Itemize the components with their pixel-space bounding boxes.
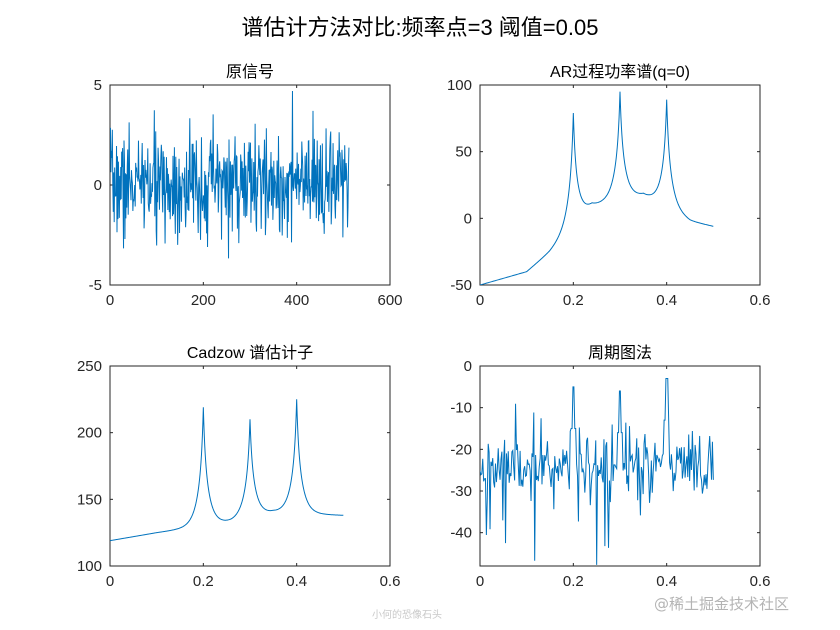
figure-title: 谱估计方法对比:频率点=3 阈值=0.05 <box>242 15 599 40</box>
y-tick-label: 200 <box>77 425 102 442</box>
y-tick-label: 250 <box>77 358 102 375</box>
x-tick-label: 0 <box>106 573 114 590</box>
x-tick-label: 0 <box>476 292 484 309</box>
y-tick-label: 100 <box>77 558 102 575</box>
x-tick-label: 0.2 <box>563 292 584 309</box>
panel-title: AR过程功率谱(q=0) <box>550 63 690 81</box>
y-tick-label: 0 <box>94 177 102 194</box>
y-tick-label: -40 <box>450 525 472 542</box>
panel-title: Cadzow 谱估计子 <box>187 344 313 362</box>
x-tick-label: 0.4 <box>656 292 677 309</box>
y-tick-label: -10 <box>450 400 472 417</box>
x-tick-label: 0.2 <box>193 573 214 590</box>
y-tick-label: -5 <box>89 277 102 294</box>
series-line-ar <box>480 91 714 285</box>
x-tick-label: 200 <box>191 292 216 309</box>
y-tick-label: 50 <box>455 144 472 161</box>
y-tick-label: -30 <box>450 483 472 500</box>
panel-title: 周期图法 <box>588 344 652 362</box>
y-tick-label: -20 <box>450 441 472 458</box>
panel-cadzow: Cadzow 谱估计子 0 0.2 0.4 0.6 100 150 200 250 <box>77 344 400 590</box>
watermark-right: @稀土掘金技术社区 <box>654 595 790 613</box>
axes-frame <box>479 84 761 286</box>
panel-title: 原信号 <box>226 63 274 81</box>
panel-periodogram: 周期图法 0 0.2 0.4 0.6 -40 -30 -20 -10 0 <box>450 344 770 590</box>
series-line-original <box>110 90 350 259</box>
x-tick-label: 0.6 <box>750 292 771 309</box>
x-tick-label: 0 <box>476 573 484 590</box>
y-tick-label: 150 <box>77 491 102 508</box>
x-tick-label: 0.6 <box>750 573 771 590</box>
x-tick-label: 0 <box>106 292 114 309</box>
watermark-left: 小何的恐像石头 <box>372 610 442 621</box>
x-tick-label: 0.4 <box>656 573 677 590</box>
x-tick-label: 600 <box>377 292 402 309</box>
series-line-periodogram <box>480 378 714 565</box>
x-tick-label: 0.2 <box>563 573 584 590</box>
axes-frame <box>109 365 391 567</box>
y-tick-label: 5 <box>94 77 102 94</box>
x-tick-label: 0.4 <box>286 573 307 590</box>
x-tick-label: 0.6 <box>380 573 401 590</box>
y-tick-label: -50 <box>450 277 472 294</box>
series-line-cadzow <box>110 399 344 542</box>
y-tick-label: 0 <box>464 210 472 227</box>
x-tick-label: 400 <box>284 292 309 309</box>
y-tick-label: 100 <box>447 77 472 94</box>
y-tick-label: 0 <box>464 358 472 375</box>
